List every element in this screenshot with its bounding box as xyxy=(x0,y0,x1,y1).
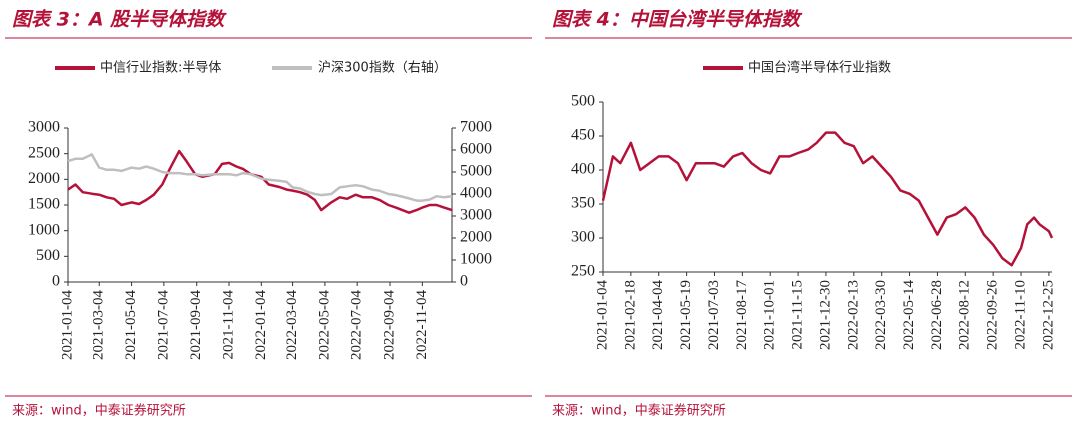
x-tick-label: 2022-11-04 xyxy=(414,290,430,360)
y-tick-label: 500 xyxy=(36,247,60,264)
legend-label: 中国台湾半导体行业指数 xyxy=(748,60,891,76)
chart-title: 图表 3：A 股半导体指数 xyxy=(12,9,227,31)
x-tick-label: 2022-05-14 xyxy=(901,280,917,350)
x-tick-label: 2022-09-26 xyxy=(985,280,1001,350)
x-tick-label: 2021-05-04 xyxy=(123,290,139,360)
x-tick-label: 2021-01-04 xyxy=(59,290,75,360)
y-tick-label: 500 xyxy=(571,93,595,110)
y-tick-label: 450 xyxy=(571,127,595,144)
chart-title: 图表 4：中国台湾半导体指数 xyxy=(552,9,803,31)
y-tick-label: 250 xyxy=(571,263,595,280)
x-tick-label: 2022-03-04 xyxy=(284,290,300,360)
legend-label: 沪深300指数（右轴） xyxy=(318,60,447,76)
source: 来源：wind，中泰证券研究所 xyxy=(552,403,726,419)
series-line xyxy=(601,131,1054,267)
y2-tick-label: 0 xyxy=(460,273,468,290)
x-tick-label: 2022-07-04 xyxy=(349,290,365,360)
x-tick-label: 2022-05-04 xyxy=(316,290,332,360)
x-tick-label: 2021-10-01 xyxy=(762,280,778,350)
series-line xyxy=(67,149,453,214)
x-tick-label: 2021-03-04 xyxy=(91,290,107,360)
y2-tick-label: 5000 xyxy=(460,163,492,180)
y-tick-label: 1000 xyxy=(28,221,60,238)
x-tick-label: 2021-07-03 xyxy=(706,280,722,350)
x-tick-label: 2022-03-30 xyxy=(873,280,889,350)
series-line xyxy=(67,153,453,202)
y-tick-label: 350 xyxy=(571,195,595,212)
x-tick-label: 2021-11-04 xyxy=(220,290,236,360)
x-tick-label: 2021-11-15 xyxy=(790,280,806,349)
x-tick-label: 2022-06-28 xyxy=(929,280,945,350)
legend-label: 中信行业指数:半导体 xyxy=(100,61,221,76)
x-tick-label: 2021-08-17 xyxy=(734,280,750,350)
x-tick-label: 2021-05-19 xyxy=(678,280,694,350)
y2-tick-label: 1000 xyxy=(460,251,492,268)
y-tick-label: 0 xyxy=(52,273,60,290)
x-tick-label: 2022-08-12 xyxy=(957,280,973,350)
y2-tick-label: 6000 xyxy=(460,141,492,158)
y-tick-label: 2500 xyxy=(28,144,60,161)
x-tick-label: 2021-07-04 xyxy=(155,290,171,360)
y-tick-label: 300 xyxy=(571,229,595,246)
x-tick-label: 2021-02-18 xyxy=(622,280,638,350)
y-tick-label: 400 xyxy=(571,161,595,178)
y-tick-label: 2000 xyxy=(28,170,60,187)
y2-tick-label: 7000 xyxy=(460,119,492,136)
y2-tick-label: 3000 xyxy=(460,207,492,224)
x-tick-label: 2021-12-30 xyxy=(817,280,833,350)
x-tick-label: 2021-04-04 xyxy=(650,280,666,350)
x-tick-label: 2022-12-25 xyxy=(1040,280,1056,350)
x-tick-label: 2021-09-04 xyxy=(188,290,204,360)
x-tick-label: 2022-02-13 xyxy=(845,280,861,350)
source: 来源：wind，中泰证券研究所 xyxy=(12,403,186,419)
x-tick-label: 2022-11-10 xyxy=(1012,280,1028,349)
y-tick-label: 1500 xyxy=(28,196,60,213)
y-tick-label: 3000 xyxy=(28,119,60,136)
x-tick-label: 2022-01-04 xyxy=(253,290,269,360)
x-tick-label: 2022-09-04 xyxy=(381,290,397,360)
y2-tick-label: 4000 xyxy=(460,185,492,202)
y2-tick-label: 2000 xyxy=(460,229,492,246)
x-tick-label: 2021-01-04 xyxy=(594,280,610,350)
